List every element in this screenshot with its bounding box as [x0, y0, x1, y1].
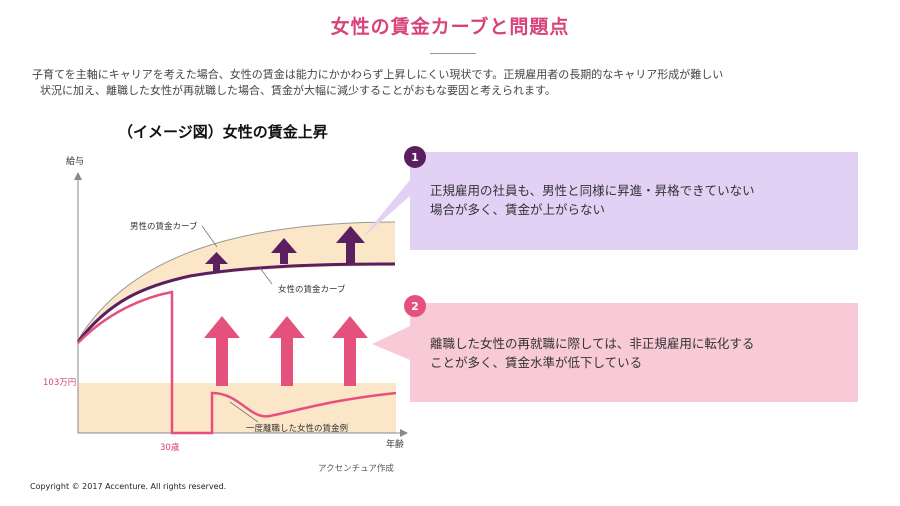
reemployed-label-leader [229, 401, 259, 423]
y-axis-label: 給与 [66, 155, 84, 167]
small-arrow-3 [336, 226, 365, 264]
callout-2-text: 離職した女性の再就職に際しては、非正規雇用に転化する ことが多く、賃金水準が低下… [430, 334, 754, 372]
callout-1-number: 1 [411, 151, 419, 164]
callout-1-box [362, 152, 858, 250]
small-arrow-2 [271, 238, 297, 264]
chart-title: （イメージ図）女性の賃金上昇 [118, 123, 328, 141]
x-axis-label: 年齢 [386, 438, 404, 450]
reemployed-wage-curve [77, 290, 397, 435]
female-curve-label: 女性の賃金カーブ [278, 284, 346, 295]
age-label: 30歳 [160, 442, 180, 453]
callout-2-line-2: ことが多く、賃金水準が低下している [430, 355, 643, 370]
callout-2-badge [404, 295, 426, 317]
source-label: アクセンチュア作成 [318, 463, 394, 474]
low-wage-band [78, 383, 396, 433]
callout-2-box [372, 303, 858, 402]
callout-1-badge [404, 146, 426, 168]
callout-2-line-1: 離職した女性の再就職に際しては、非正規雇用に転化する [430, 336, 755, 351]
callout-1-text: 正規雇用の社員も、男性と同様に昇進・昇格できていない 場合が多く、賃金が上がらな… [430, 181, 755, 219]
copyright: Copyright © 2017 Accenture. All rights r… [30, 482, 227, 491]
page-title: 女性の賃金カーブと問題点 [330, 16, 570, 38]
small-arrow-1 [205, 252, 228, 272]
male-wage-curve [77, 221, 396, 341]
male-label-leader [201, 225, 218, 248]
callout-2-number: 2 [411, 300, 419, 313]
y-axis-arrow [74, 172, 82, 180]
big-arrow-2 [269, 316, 305, 386]
wage-threshold-label: 103万円 [43, 378, 76, 388]
x-axis-arrow [400, 429, 408, 437]
big-arrow-3 [332, 316, 368, 386]
reemployed-curve-label: 一度離職した女性の賃金例 [246, 423, 348, 434]
title-divider [430, 53, 476, 54]
female-wage-curve [76, 262, 396, 343]
callout-1-line-2: 場合が多く、賃金が上がらない [430, 202, 606, 217]
big-arrow-1 [204, 316, 240, 386]
intro-line-2: 状況に加え、離職した女性が再就職した場合、賃金が大幅に減少することがおもな要因と… [40, 84, 556, 97]
callout-1-line-1: 正規雇用の社員も、男性と同様に昇進・昇格できていない [430, 183, 755, 198]
intro-line-1: 子育てを主軸にキャリアを考えた場合、女性の賃金は能力にかかわらず上昇しにくい現状… [32, 68, 724, 81]
intro-text: 子育てを主軸にキャリアを考えた場合、女性の賃金は能力にかかわらず上昇しにくい現状… [32, 67, 872, 99]
male-curve-label: 男性の賃金カーブ [130, 221, 198, 232]
gap-area [78, 222, 395, 342]
female-label-leader [259, 267, 273, 285]
